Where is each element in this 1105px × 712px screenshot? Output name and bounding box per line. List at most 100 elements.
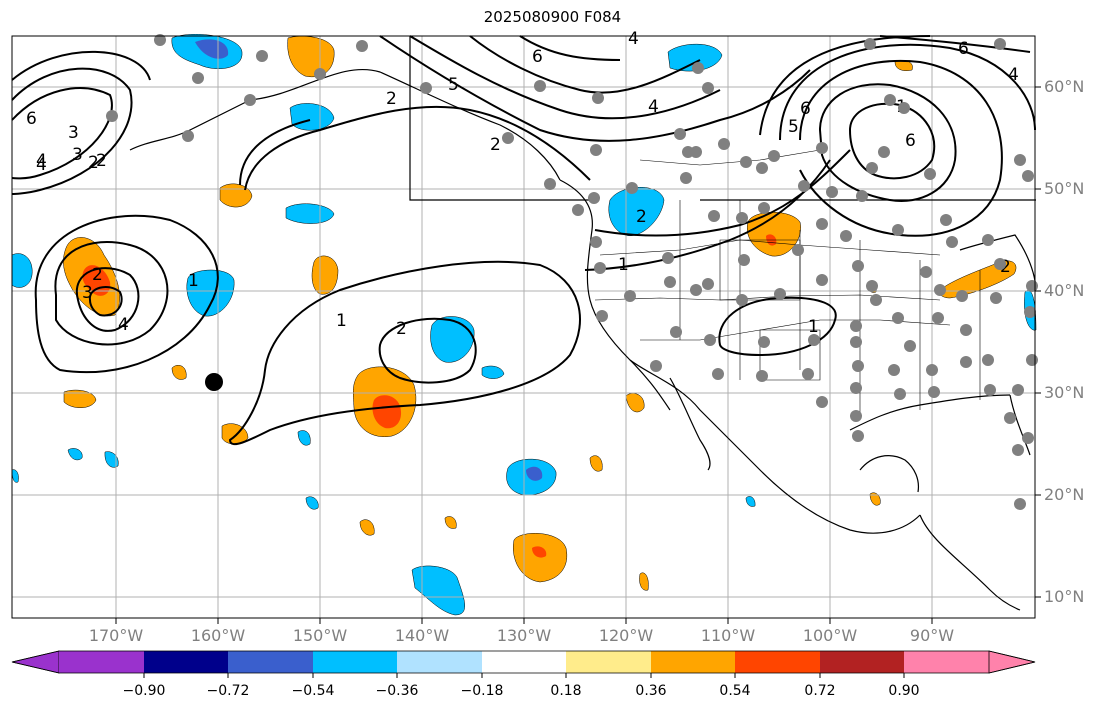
contour-label: 2 xyxy=(396,319,407,339)
positive-anomaly-blob xyxy=(639,572,649,591)
contour-label: 2 xyxy=(96,151,107,171)
negative-anomaly-blob xyxy=(411,565,465,616)
negative-anomaly-blob xyxy=(526,466,543,481)
colorbar-tick-label: −0.18 xyxy=(460,683,504,699)
contour-label: 5 xyxy=(448,75,459,95)
lon-label: 110°W xyxy=(700,626,756,645)
lon-label: 90°W xyxy=(909,626,955,645)
contour-label: 6 xyxy=(958,39,969,59)
negative-anomaly-blob xyxy=(289,103,335,131)
contour-label: 2 xyxy=(636,207,647,227)
negative-anomaly-blob xyxy=(67,448,83,461)
colorbar-tick-label: −0.90 xyxy=(122,683,166,699)
axis-ticks xyxy=(115,86,1041,624)
lon-label: 150°W xyxy=(292,626,348,645)
contour-label: 4 xyxy=(628,29,639,49)
positive-anomaly-blob xyxy=(171,365,187,380)
colorbar-tick-label: −0.72 xyxy=(206,683,250,699)
contour-label: 5 xyxy=(788,117,799,137)
contour-label: 3 xyxy=(72,145,83,165)
station-dots xyxy=(106,34,1038,510)
coastlines xyxy=(129,36,1037,611)
lon-label: 120°W xyxy=(598,626,654,645)
contour-labels: 6 4 3 2 2 4 5 6 4 2 2 1 6 4 2 1 1 2 1 2 … xyxy=(26,29,1019,339)
positive-anomaly-blob xyxy=(939,260,1017,299)
positive-anomaly-blob xyxy=(287,35,335,78)
contour-label: 3 xyxy=(82,283,93,303)
lat-label: 20°N xyxy=(1044,485,1085,504)
contour-label: 2 xyxy=(490,135,501,155)
colorbar-high-extend xyxy=(988,650,1036,674)
positive-anomaly-blob xyxy=(512,533,568,583)
marker-point xyxy=(205,373,223,391)
contour-label: 4 xyxy=(36,155,47,175)
contour-label: 1 xyxy=(618,255,629,275)
colorbar-outline xyxy=(11,650,1036,674)
contour-label: 4 xyxy=(118,315,129,335)
lat-label: 10°N xyxy=(1044,587,1085,606)
colorbar-tick-label: 0.18 xyxy=(550,683,582,699)
colorbar-tick-label: −0.54 xyxy=(291,683,335,699)
negative-anomaly-blob xyxy=(11,469,19,483)
positive-anomaly-blob xyxy=(625,393,645,413)
negative-anomaly-blob xyxy=(667,43,723,72)
anomaly-fills xyxy=(11,34,1037,616)
positive-anomaly-blob xyxy=(359,519,375,536)
colorbar-tick-label: 0.54 xyxy=(719,683,751,699)
lat-label: 60°N xyxy=(1044,77,1085,96)
contour-label: 2 xyxy=(386,89,397,109)
contour-label: 2 xyxy=(92,265,103,285)
colorbar-segment xyxy=(397,651,482,673)
contour-label: 1 xyxy=(336,311,347,331)
negative-anomaly-blob xyxy=(285,203,335,224)
map-title: 2025080900 F084 xyxy=(483,8,622,26)
contour-label: 6 xyxy=(532,47,543,67)
negative-anomaly-blob xyxy=(11,253,33,288)
negative-anomaly-blob xyxy=(745,496,756,507)
colorbar-segment xyxy=(735,651,820,673)
colorbar-segment xyxy=(482,651,566,673)
contour-label: 1 xyxy=(188,271,199,291)
positive-anomaly-blob xyxy=(372,395,402,429)
gridlines xyxy=(12,36,1035,618)
contour-label: 4 xyxy=(1008,65,1019,85)
contour-label: 6 xyxy=(800,99,811,119)
colorbar-segment xyxy=(59,651,144,673)
lat-label: 50°N xyxy=(1044,179,1085,198)
lon-label: 100°W xyxy=(802,626,858,645)
lon-label: 140°W xyxy=(394,626,450,645)
positive-anomaly-blob xyxy=(219,183,253,208)
positive-anomaly-blob xyxy=(589,455,603,472)
positive-anomaly-blob xyxy=(869,492,881,506)
lat-label: 30°N xyxy=(1044,383,1085,402)
colorbar-low-extend xyxy=(11,650,60,674)
negative-anomaly-blob xyxy=(481,365,505,379)
contour-label: 6 xyxy=(905,131,916,151)
contour-label: 3 xyxy=(68,123,79,143)
contour-label: 6 xyxy=(26,109,37,129)
colorbar-tick-label: 0.72 xyxy=(804,683,836,699)
negative-anomaly-blob xyxy=(305,496,319,510)
colorbar-tick-label: −0.36 xyxy=(375,683,419,699)
negative-anomaly-blob xyxy=(297,430,311,446)
negative-anomaly-blob xyxy=(104,451,119,468)
contour-label: 2 xyxy=(1000,257,1011,277)
lat-label: 40°N xyxy=(1044,281,1085,300)
negative-anomaly-blob xyxy=(195,39,229,59)
colorbar-tick-label: 0.90 xyxy=(888,683,920,699)
positive-anomaly-blob xyxy=(63,389,97,408)
contour-label: 4 xyxy=(36,151,47,171)
lon-label: 170°W xyxy=(88,626,144,645)
colorbar-segment xyxy=(904,651,989,673)
negative-anomaly-blob xyxy=(430,316,475,363)
colorbar-tick-label: 0.36 xyxy=(635,683,667,699)
positive-anomaly-blob xyxy=(444,516,457,529)
colorbar-segment xyxy=(228,651,313,673)
colorbar-segment xyxy=(144,651,228,673)
colorbar-segment xyxy=(313,651,397,673)
contour-label: 2 xyxy=(88,153,99,173)
positive-anomaly-blob xyxy=(311,255,339,295)
colorbar-segment xyxy=(566,651,651,673)
colorbar-segment xyxy=(820,651,904,673)
colorbar-segment xyxy=(651,651,735,673)
